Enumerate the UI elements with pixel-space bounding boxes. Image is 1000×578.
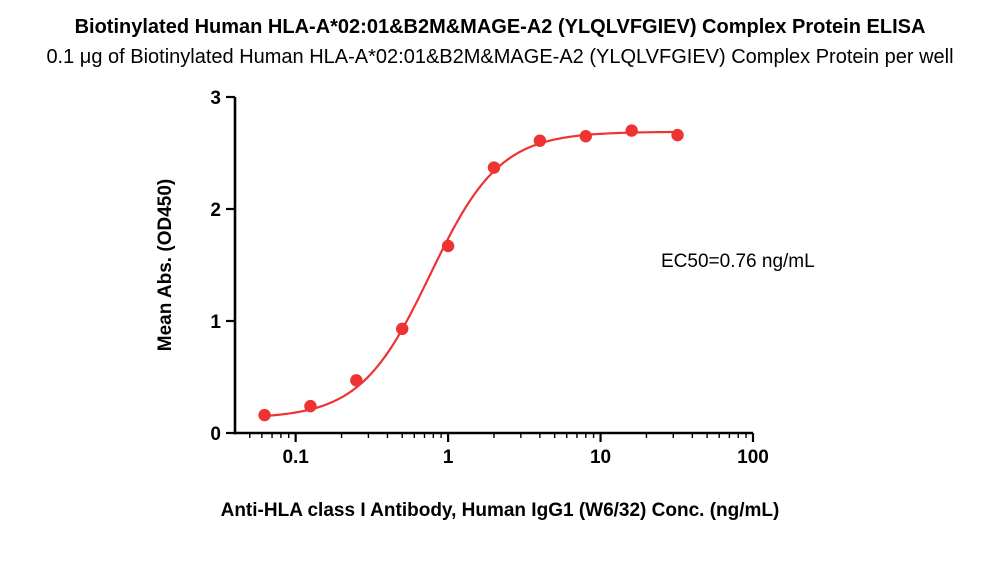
fit-curve bbox=[264, 130, 678, 418]
chart-subtitle: 0.1 μg of Biotinylated Human HLA-A*02:01… bbox=[46, 46, 954, 68]
ec50-annotation: EC50=0.76 ng/mL bbox=[661, 251, 815, 272]
data-point bbox=[350, 374, 363, 387]
x-tick-label: 100 bbox=[737, 447, 769, 468]
data-point bbox=[396, 322, 409, 336]
y-tick-label: 2 bbox=[210, 200, 221, 221]
chart-title: Biotinylated Human HLA-A*02:01&B2M&MAGE-… bbox=[74, 16, 926, 38]
data-point bbox=[487, 161, 501, 174]
data-point bbox=[533, 134, 547, 147]
y-tick-label: 0 bbox=[210, 424, 221, 445]
y-tick-label: 1 bbox=[210, 312, 221, 333]
data-points bbox=[258, 124, 684, 422]
x-tick-label: 10 bbox=[590, 447, 611, 468]
y-axis-label: Mean Abs. (OD450) bbox=[155, 178, 176, 352]
data-point bbox=[441, 239, 455, 253]
y-tick-label: 3 bbox=[210, 88, 221, 109]
data-point bbox=[671, 128, 684, 142]
x-tick-label: 0.1 bbox=[282, 447, 309, 468]
data-point bbox=[579, 130, 592, 143]
axes: 0 1 2 3 0.1 1 10 100 bbox=[210, 88, 768, 468]
data-point bbox=[625, 124, 638, 137]
x-tick-label: 1 bbox=[443, 447, 454, 468]
data-point bbox=[304, 399, 317, 413]
x-axis-label: Anti-HLA class I Antibody, Human IgG1 (W… bbox=[220, 500, 780, 521]
data-point bbox=[258, 408, 271, 422]
